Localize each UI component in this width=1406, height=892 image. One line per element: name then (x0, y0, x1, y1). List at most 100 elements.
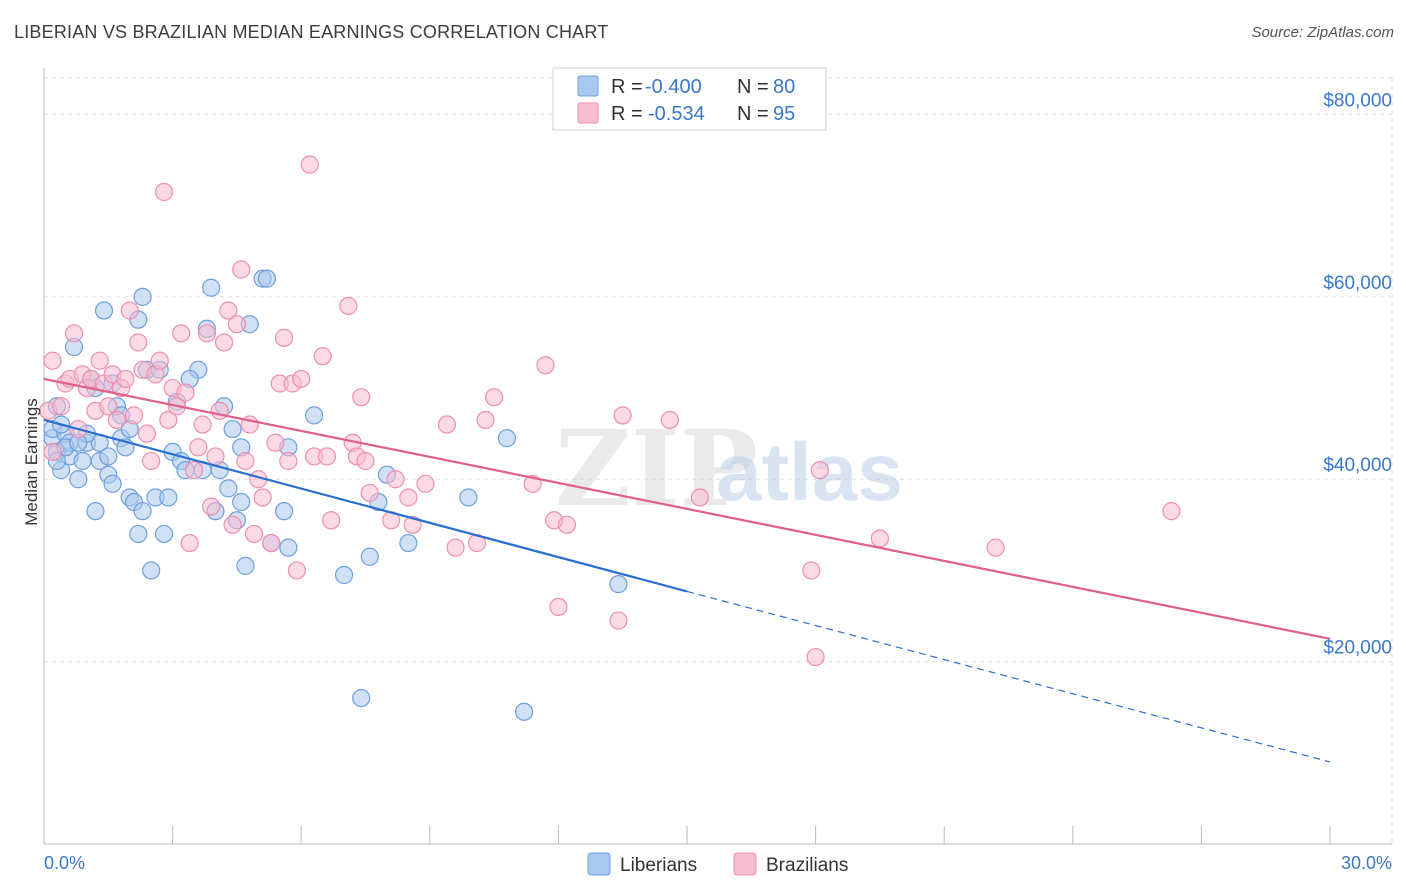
brazilian-point (266, 433, 285, 452)
liberian-point (334, 565, 354, 585)
brazilian-point (90, 351, 109, 370)
liberian-point (103, 474, 122, 493)
brazilian-point (142, 451, 161, 471)
brazilian-point (360, 483, 379, 503)
brazilian-point (279, 451, 298, 471)
x-tick-label-min: 0.0% (44, 853, 85, 873)
brazilian-point (806, 647, 825, 667)
series-legend: Liberians Brazilians (587, 852, 848, 876)
brazilian-point (184, 461, 204, 480)
brazilian-point (416, 474, 435, 493)
brazilian-point (244, 524, 264, 544)
liberian-point (274, 502, 294, 521)
brazilian-point (124, 406, 144, 425)
liberian-trend-extension (686, 590, 1331, 763)
liberian-point (304, 406, 324, 425)
brazilian-point (120, 301, 139, 320)
y-tick-label: $60,000 (1323, 273, 1392, 294)
legend-n-value-1: 80 (773, 76, 795, 98)
liberian-point (236, 556, 255, 575)
y-tick-labels: $20,000 $40,000 $60,000 $80,000 (1323, 90, 1392, 658)
legend-n-value-2: 95 (773, 103, 795, 125)
liberian-point (219, 479, 238, 498)
legend-swatch-liberians (577, 75, 599, 97)
brazilian-point (322, 511, 341, 530)
brazilian-point (476, 410, 495, 430)
brazilian-point (150, 351, 169, 370)
brazilian-point (292, 369, 311, 389)
legend-r-label-1: R = (611, 76, 643, 98)
x-tick-label-max: 30.0% (1341, 853, 1392, 873)
liberian-point (399, 533, 418, 553)
brazilian-point (1162, 502, 1181, 521)
liberian-point (352, 688, 371, 708)
liberian-point (159, 488, 178, 507)
brazilian-point (317, 447, 337, 466)
brazilian-point (99, 397, 118, 416)
correlation-legend: R = -0.400 N = 80 R = -0.534 N = 95 (552, 67, 827, 131)
brazilian-point (536, 356, 555, 375)
brazilian-point (219, 301, 238, 320)
brazilian-point (613, 406, 632, 425)
liberian-point (609, 575, 628, 594)
brazilian-point (210, 401, 229, 420)
brazilian-point (159, 410, 178, 430)
liberian-point (154, 524, 174, 544)
brazilian-point (193, 415, 212, 434)
liberian-point (360, 547, 379, 566)
brazilian-point (236, 451, 255, 471)
brazilian-point (810, 461, 829, 480)
brazilian-point (176, 383, 195, 402)
brazilian-point (202, 497, 221, 516)
brazilian-point (227, 315, 246, 334)
brazilian-point (386, 470, 405, 489)
axes (43, 68, 1392, 845)
y-tick-label: $40,000 (1323, 455, 1392, 476)
brazilian-point (223, 515, 242, 534)
x-tick-labels: 0.0% 30.0% (44, 853, 1392, 873)
liberian-point (459, 488, 478, 507)
brazilian-point (197, 324, 216, 343)
y-axis-label: Median Earnings (22, 398, 41, 526)
brazilian-point (214, 333, 234, 352)
liberian-point (232, 492, 251, 512)
brazilian-point (300, 155, 319, 174)
brazilian-point (107, 410, 126, 430)
brazilian-point (253, 488, 272, 507)
bottom-legend-brazilians: Brazilians (766, 855, 848, 876)
brazilian-point (690, 488, 709, 507)
liberian-point (142, 561, 161, 580)
bottom-legend-swatch-brazilians (733, 852, 757, 876)
brazilian-point (129, 333, 148, 352)
liberian-point (202, 278, 221, 297)
legend-r-value-1: -0.400 (645, 76, 702, 98)
liberian-point (73, 451, 92, 471)
legend-n-label-2: N = (737, 103, 769, 125)
brazilian-point (403, 515, 422, 534)
watermark-zip: ZIP (555, 407, 758, 530)
brazilian-point (232, 260, 251, 279)
brazilian-point (557, 515, 577, 534)
brazilian-point (352, 388, 371, 407)
liberian-point (133, 502, 152, 521)
liberian-point (69, 470, 88, 489)
liberian-point (257, 269, 277, 288)
liberian-point (99, 447, 118, 466)
brazilian-point (356, 451, 375, 471)
liberian-point (129, 524, 148, 544)
watermark-atlas: atlas (716, 427, 903, 518)
brazilian-point (172, 324, 191, 343)
brazilian-point (137, 424, 156, 443)
brazilian-point (287, 561, 307, 580)
brazilian-point (43, 351, 62, 370)
brazilian-point (446, 538, 465, 557)
brazilian-point (986, 538, 1005, 557)
legend-swatch-brazilians (577, 102, 599, 124)
brazilian-trend-line (43, 377, 1331, 640)
data-points (39, 155, 1181, 721)
liberian-point (497, 429, 517, 448)
brazilian-point (52, 397, 71, 416)
brazilian-point (262, 533, 281, 553)
watermark: ZIP atlas (555, 407, 903, 530)
